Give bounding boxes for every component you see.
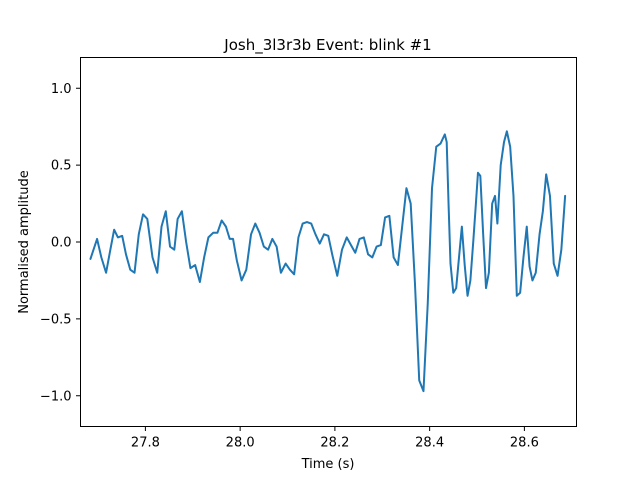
y-tick-label: 0.0	[51, 236, 72, 251]
x-tick-label: 27.8	[131, 436, 160, 451]
x-axis: 27.8 28.0 28.2 28.4 28.6	[131, 426, 539, 451]
y-tick-label: −0.5	[40, 312, 72, 327]
y-tick-label: −1.0	[40, 389, 72, 404]
y-axis: 1.0 0.5 0.0 −0.5 −1.0	[40, 82, 81, 404]
x-tick-label: 28.6	[510, 436, 539, 451]
y-axis-label: Normalised amplitude	[17, 170, 32, 314]
chart-title: Josh_3l3r3b Event: blink #1	[223, 36, 431, 55]
y-tick-label: 0.5	[51, 159, 72, 174]
x-axis-label: Time (s)	[301, 457, 355, 472]
x-tick-label: 28.2	[320, 436, 349, 451]
series-line	[89, 130, 567, 393]
x-tick-label: 28.4	[415, 436, 444, 451]
y-tick-label: 1.0	[51, 82, 72, 97]
plot-area	[89, 130, 567, 393]
x-tick-label: 28.0	[226, 436, 255, 451]
